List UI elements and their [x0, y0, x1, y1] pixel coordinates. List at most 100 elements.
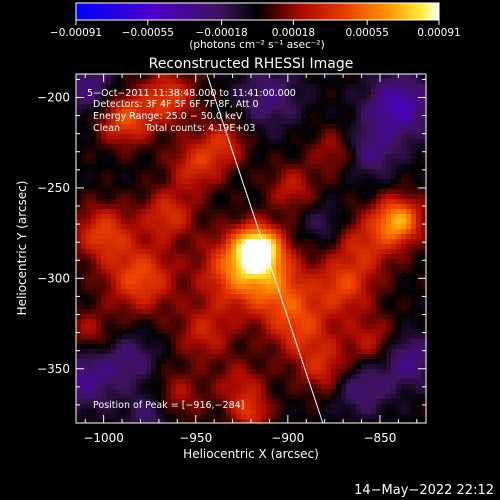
heatmap-cell [246, 394, 252, 400]
heatmap-cell [216, 99, 222, 105]
heatmap-cell [136, 124, 142, 130]
heatmap-cell [226, 264, 232, 270]
heatmap-cell [366, 339, 372, 345]
heatmap-cell [331, 149, 337, 155]
heatmap-cell [306, 279, 312, 285]
heatmap-cell [216, 219, 222, 225]
heatmap-cell [156, 204, 162, 210]
heatmap-cell [331, 344, 337, 350]
heatmap-cell [321, 199, 327, 205]
heatmap-cell [291, 114, 297, 120]
heatmap-cell [396, 254, 402, 260]
heatmap-cell [156, 354, 162, 360]
heatmap-cell [176, 84, 182, 90]
heatmap-cell [376, 364, 382, 370]
heatmap-cell [121, 259, 127, 265]
heatmap-cell [331, 184, 337, 190]
heatmap-cell [296, 359, 302, 365]
heatmap-cell [311, 239, 317, 245]
heatmap-cell [221, 384, 227, 390]
heatmap-cell [236, 259, 242, 265]
heatmap-cell [116, 99, 122, 105]
y-tick-label: −300 [37, 271, 70, 285]
heatmap-cell [316, 379, 322, 385]
heatmap-cell [181, 79, 187, 85]
heatmap-cell [81, 414, 87, 420]
heatmap-cell [336, 99, 342, 105]
heatmap-cell [126, 329, 132, 335]
heatmap-cell [326, 149, 332, 155]
heatmap-cell [346, 199, 352, 205]
heatmap-cell [121, 159, 127, 165]
heatmap-cell [216, 254, 222, 260]
heatmap-cell [281, 224, 287, 230]
heatmap-cell [246, 289, 252, 295]
heatmap-cell [271, 234, 277, 240]
heatmap-cell [211, 389, 217, 395]
heatmap-cell [131, 324, 137, 330]
heatmap-cell [376, 154, 382, 160]
heatmap-cell [401, 94, 407, 100]
heatmap-cell [121, 354, 127, 360]
heatmap-cell [336, 84, 342, 90]
heatmap-cell [141, 329, 147, 335]
heatmap-cell [166, 109, 172, 115]
heatmap-cell [181, 174, 187, 180]
heatmap-cell [101, 359, 107, 365]
heatmap-cell [81, 159, 87, 165]
heatmap-cell [166, 124, 172, 130]
heatmap-cell [246, 314, 252, 320]
heatmap-cell [341, 234, 347, 240]
heatmap-cell [371, 359, 377, 365]
heatmap-cell [286, 249, 292, 255]
heatmap-cell [386, 239, 392, 245]
heatmap-cell [281, 269, 287, 275]
heatmap-cell [331, 394, 337, 400]
heatmap-cell [346, 189, 352, 195]
heatmap-cell [286, 74, 292, 80]
heatmap-cell [311, 129, 317, 135]
heatmap-cell [91, 149, 97, 155]
heatmap-cell [316, 399, 322, 405]
heatmap-cell [206, 134, 212, 140]
heatmap-cell [406, 399, 412, 405]
heatmap-cell [81, 334, 87, 340]
heatmap-cell [206, 139, 212, 145]
heatmap-cell [276, 384, 282, 390]
heatmap-cell [116, 409, 122, 415]
heatmap-cell [91, 184, 97, 190]
heatmap-cell [206, 154, 212, 160]
heatmap-cell [86, 139, 92, 145]
heatmap-cell [416, 219, 422, 225]
heatmap-cell [251, 169, 257, 175]
heatmap-cell [281, 109, 287, 115]
heatmap-cell [226, 149, 232, 155]
heatmap-cell [171, 364, 177, 370]
heatmap-cell [371, 299, 377, 305]
heatmap-cell [121, 294, 127, 300]
heatmap-cell [171, 324, 177, 330]
heatmap-cell [76, 194, 82, 200]
heatmap-cell [366, 99, 372, 105]
heatmap-cell [231, 264, 237, 270]
heatmap-cell [421, 344, 426, 350]
heatmap-cell [161, 229, 167, 235]
heatmap-cell [81, 299, 87, 305]
heatmap-cell [391, 364, 397, 370]
heatmap-cell [281, 374, 287, 380]
heatmap-cell [181, 364, 187, 370]
heatmap-cell [416, 129, 422, 135]
heatmap-cell [181, 124, 187, 130]
heatmap-cell [96, 369, 102, 375]
heatmap-cell [356, 334, 362, 340]
heatmap-cell [146, 214, 152, 220]
heatmap-cell [326, 259, 332, 265]
heatmap-cell [226, 154, 232, 160]
heatmap-cell [296, 234, 302, 240]
heatmap-cell [76, 414, 82, 420]
heatmap-cell [401, 339, 407, 345]
heatmap-cell [181, 409, 187, 415]
heatmap-cell [331, 414, 337, 420]
heatmap-cell [336, 184, 342, 190]
heatmap-cell [406, 114, 412, 120]
